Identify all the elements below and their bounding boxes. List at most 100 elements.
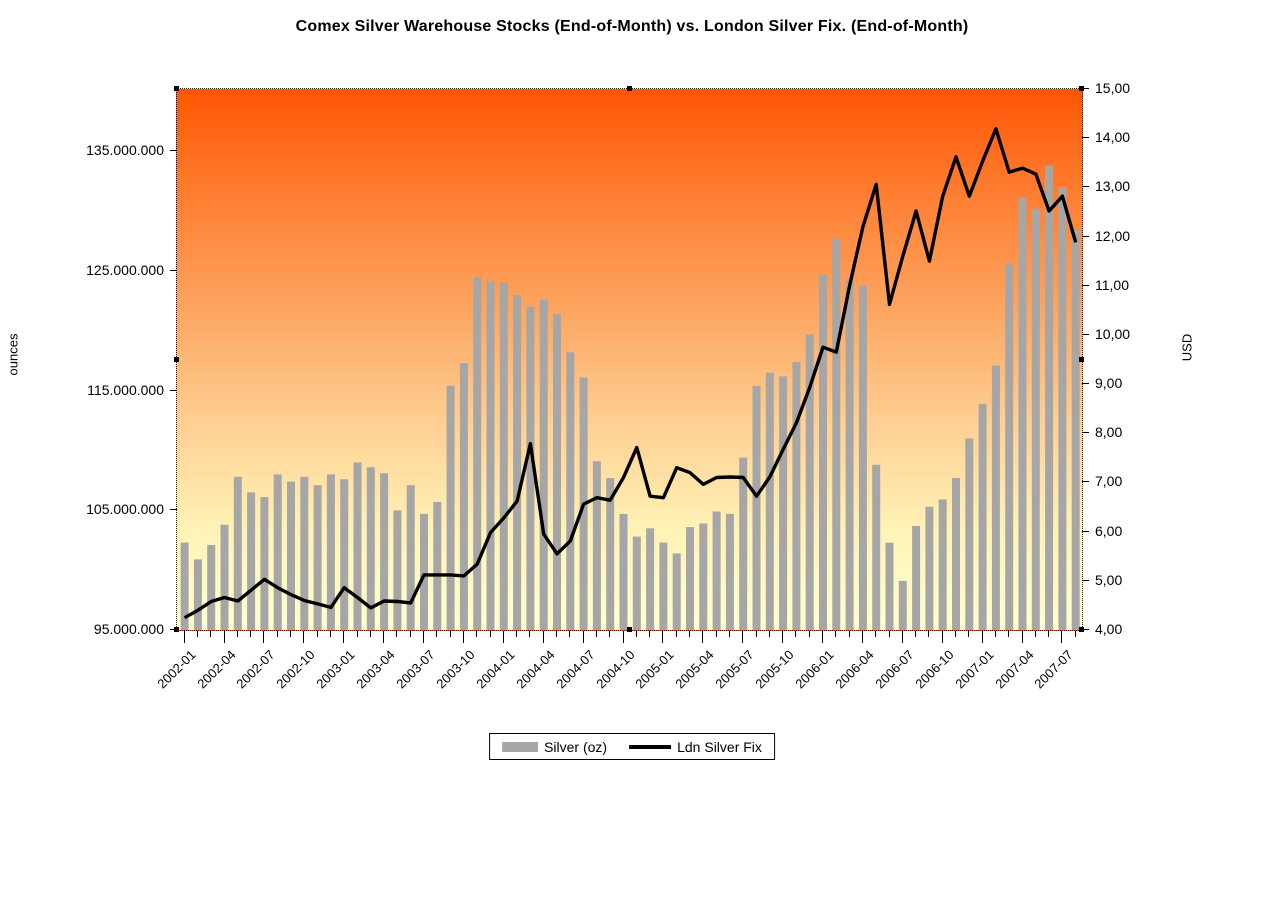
y-right-tick [1082,285,1089,286]
x-tick [1022,631,1023,643]
y-right-tick-label: 14,00 [1095,129,1131,145]
x-tick [742,631,743,643]
x-tick [822,631,823,643]
bar-2003-08 [433,501,442,630]
x-tick [915,631,916,637]
bar-2006-06 [885,542,894,630]
bar-2007-05 [1031,208,1040,630]
x-tick [436,631,437,637]
x-tick [995,631,996,637]
line-swatch-icon [629,744,672,749]
bar-2002-08 [273,474,282,630]
x-tick-label: 2006-01 [792,647,837,692]
x-tick [662,631,663,643]
selection-handle[interactable] [1079,627,1084,632]
bar-2006-10 [938,499,947,630]
y-right-tick [1082,334,1089,335]
x-tick [290,631,291,637]
x-tick [1061,631,1062,643]
bar-2003-12 [486,281,495,630]
selection-handle[interactable] [1079,86,1084,91]
bar-2006-04 [858,285,867,630]
bar-2003-01 [340,479,349,630]
x-tick [516,631,517,637]
x-tick [609,631,610,637]
x-tick [968,631,969,637]
bar-2005-04 [699,523,708,630]
x-tick [490,631,491,637]
x-tick [756,631,757,637]
legend-label-fix: Ldn Silver Fix [677,738,762,755]
bar-2004-03 [526,306,535,630]
selection-handle[interactable] [627,86,632,91]
x-tick [543,631,544,643]
bar-2002-04 [220,524,229,630]
y-right-tick [1082,88,1089,89]
x-tick [596,631,597,637]
bar-2006-08 [912,525,921,630]
x-tick [529,631,530,637]
bar-2005-05 [712,511,721,630]
selection-handle[interactable] [174,627,179,632]
x-tick [237,631,238,637]
x-tick [942,631,943,643]
x-tick [889,631,890,637]
bar-2002-05 [233,476,242,630]
x-tick [210,631,211,637]
legend-label-silver: Silver (oz) [544,738,608,755]
x-tick [197,631,198,637]
x-tick [317,631,318,637]
bar-2005-10 [779,376,788,630]
bar-2004-02 [513,294,522,630]
bar-2004-10 [619,513,628,630]
bar-2005-08 [752,385,761,630]
y-right-tick-label: 9,00 [1095,375,1123,391]
bar-swatch-icon [502,741,539,752]
x-tick [303,631,304,643]
bar-2002-07 [260,497,269,630]
x-tick-label: 2004-07 [553,647,598,692]
x-tick-label: 2005-04 [672,647,717,692]
bar-2004-05 [553,314,561,630]
x-tick-label: 2004-04 [513,647,558,692]
bar-2004-06 [566,352,575,630]
bar-2006-07 [898,580,907,630]
x-tick [463,631,464,643]
bar-2002-03 [207,545,216,630]
bar-2003-10 [459,363,468,630]
x-tick [277,631,278,637]
bar-2003-06 [406,485,415,630]
bar-2002-01 [180,542,189,630]
y-right-tick-label: 4,00 [1095,621,1123,637]
legend-item-silver[interactable]: Silver (oz) [502,739,607,755]
bar-2003-05 [393,510,402,630]
bar-2002-02 [193,559,202,630]
legend[interactable]: Silver (oz) Ldn Silver Fix [489,733,775,760]
x-tick [676,631,677,637]
bar-2006-01 [819,274,827,630]
x-tick-label: 2006-07 [872,647,917,692]
bar-2005-02 [672,553,681,630]
line-ldn-silver-fix [183,127,1078,620]
x-tick [729,631,730,637]
bar-2003-07 [420,513,428,630]
bar-2007-03 [1005,263,1014,630]
y-left-tick-label: 105.000.000 [86,501,164,517]
selection-handle[interactable] [627,627,632,632]
bar-2006-02 [832,238,841,630]
bar-2002-09 [287,481,295,630]
x-tick-label: 2002-07 [233,647,278,692]
legend-item-fix[interactable]: Ldn Silver Fix [615,739,762,755]
x-tick [795,631,796,637]
x-tick [556,631,557,637]
y-right-tick [1082,629,1089,630]
bar-2004-08 [592,461,601,630]
x-tick [224,631,225,643]
selection-handle[interactable] [1079,357,1084,362]
plot-area[interactable] [176,88,1083,631]
x-tick-label: 2003-01 [313,647,358,692]
x-tick [849,631,850,637]
selection-handle[interactable] [174,86,179,91]
selection-handle[interactable] [174,357,179,362]
x-tick [623,631,624,643]
